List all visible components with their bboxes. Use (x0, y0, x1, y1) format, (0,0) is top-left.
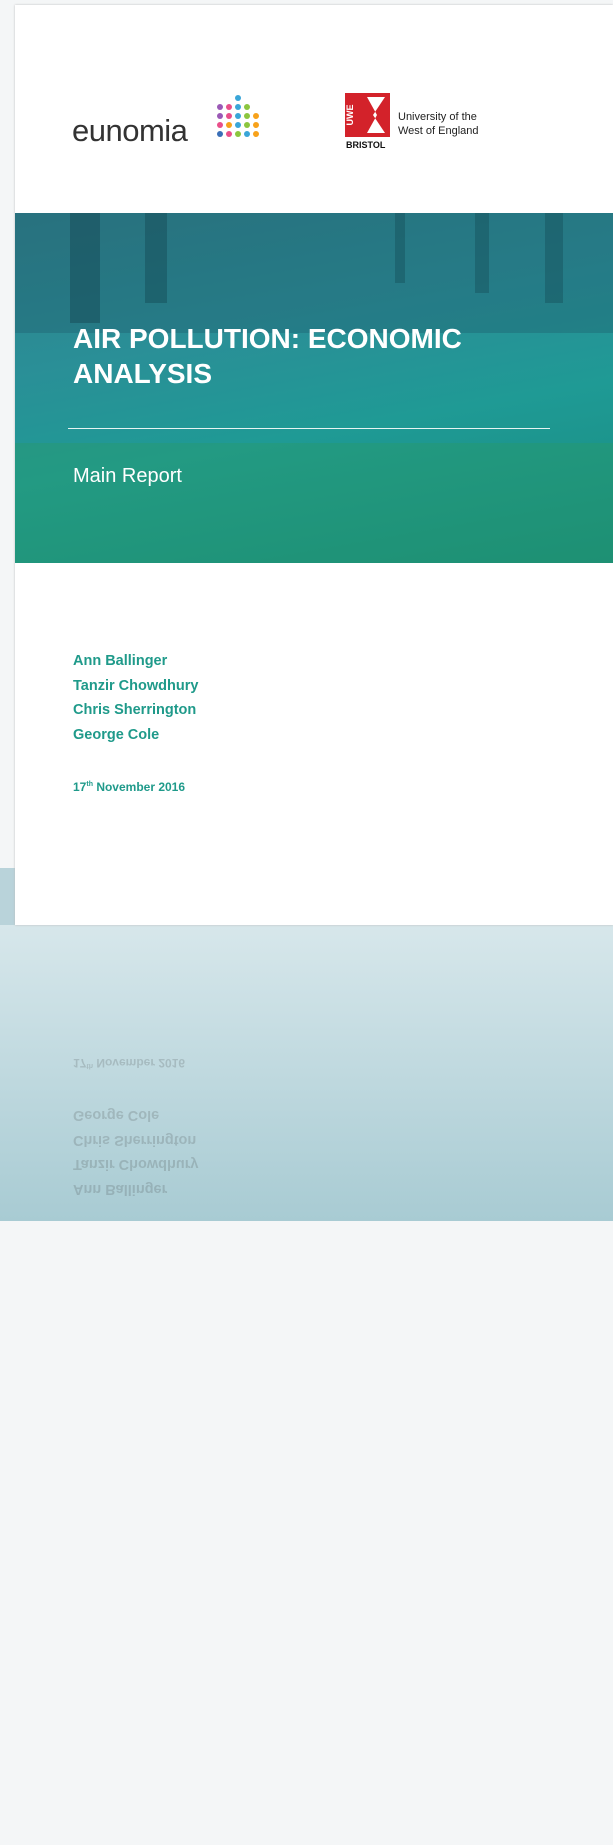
author-reflection: George Cole (73, 1107, 159, 1123)
cover-subtitle: Main Report (73, 465, 182, 488)
author-reflection: Ann Ballinger (73, 1181, 167, 1197)
author: George Cole (73, 727, 159, 743)
date-day: 17 (73, 780, 86, 794)
backdrop (0, 868, 15, 928)
cover-title: AIR POLLUTION: ECONOMIC ANALYSIS (73, 321, 543, 391)
date-rest: November 2016 (96, 1056, 185, 1070)
date-rest: November 2016 (96, 780, 185, 794)
eunomia-logo-text: eunomia (72, 113, 187, 149)
cover-banner: AIR POLLUTION: ECONOMIC ANALYSIS Main Re… (15, 213, 613, 563)
cover-page: eunomia UWE BRISTOL University of the We… (15, 5, 613, 925)
date-day: 17 (73, 1056, 86, 1070)
author-reflection: Chris Sherrington (73, 1132, 196, 1148)
report-date: 17th November 2016 (73, 780, 185, 794)
uwe-mark: UWE (345, 105, 355, 126)
author: Chris Sherrington (73, 702, 196, 718)
date-suffix: th (86, 781, 93, 788)
author: Tanzir Chowdhury (73, 678, 198, 694)
uwe-name: University of the (398, 111, 477, 123)
reflection: Ann Ballinger Tanzir Chowdhury Chris She… (15, 925, 613, 1845)
eunomia-logo-dots (210, 93, 260, 145)
date-suffix: th (86, 1062, 93, 1069)
date-reflection: 17th November 2016 (73, 1056, 185, 1070)
author: Ann Ballinger (73, 653, 167, 669)
uwe-place: BRISTOL (346, 140, 386, 150)
divider (68, 428, 550, 429)
uwe-logo: UWE BRISTOL (345, 93, 397, 153)
uwe-name: West of England (398, 125, 479, 137)
author-reflection: Tanzir Chowdhury (73, 1156, 198, 1172)
document: eunomia UWE BRISTOL University of the We… (0, 0, 613, 1221)
